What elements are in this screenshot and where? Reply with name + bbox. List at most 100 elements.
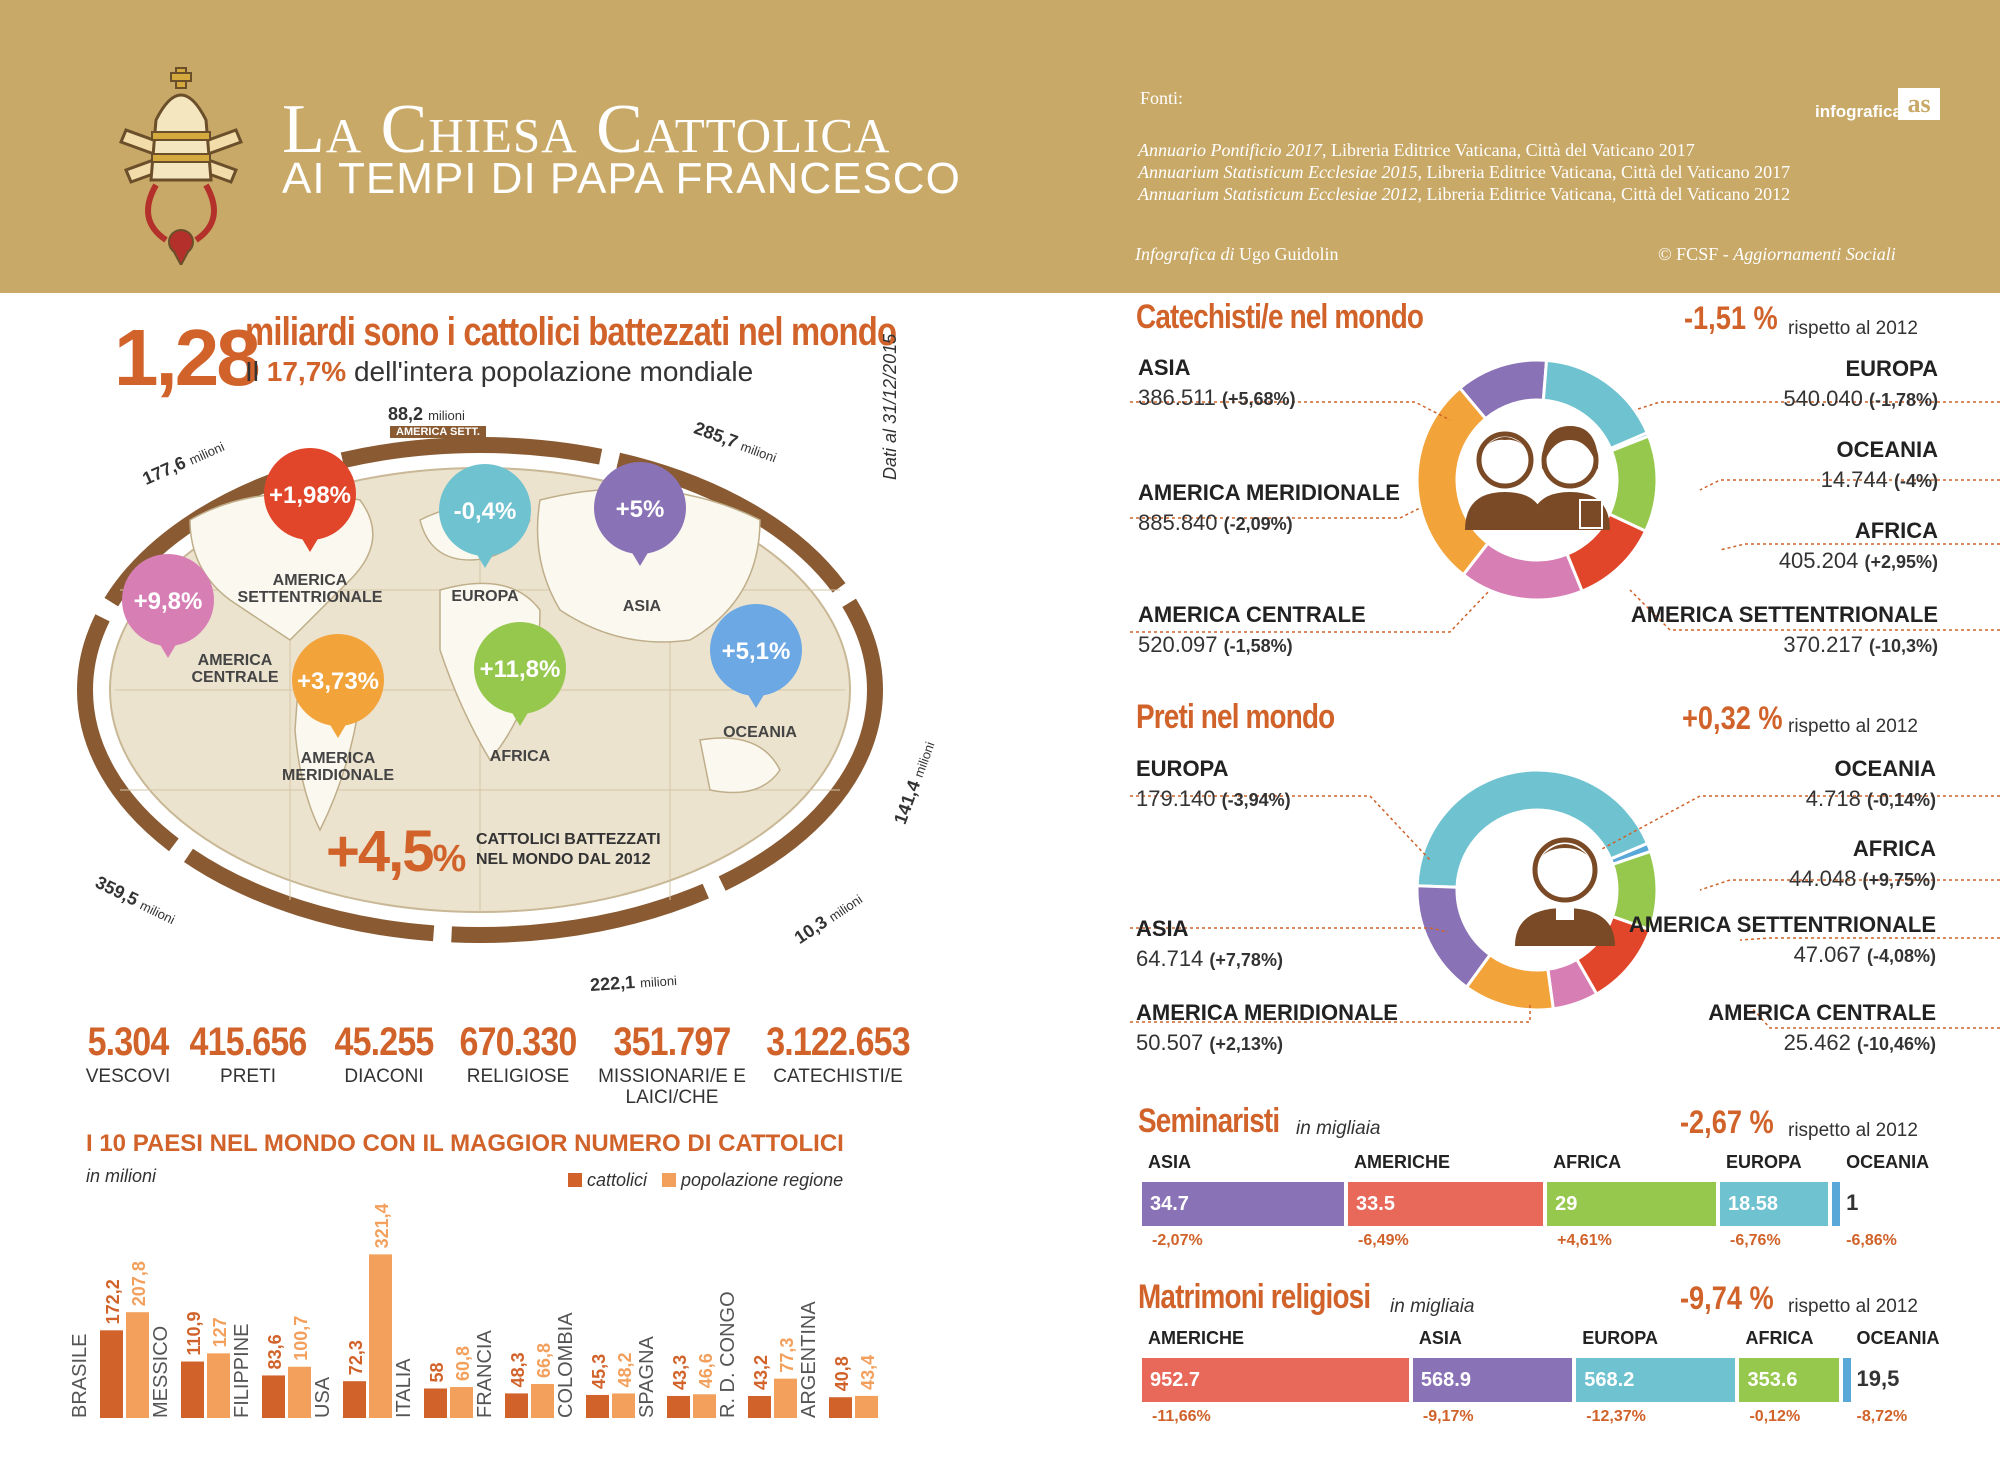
matrimoni-rispetto: rispetto al 2012: [1788, 1296, 1918, 1317]
source-line-1: Annuario Pontificio 2017, Libreria Editr…: [1138, 140, 1695, 160]
stat-value: 45.255: [334, 1020, 435, 1064]
bubble-label-america-meridionale: AMERICA MERIDIONALE: [282, 750, 394, 784]
bubble-pct: +1,98%: [269, 482, 351, 509]
seminaristi-title: Seminaristi: [1138, 1102, 1280, 1140]
segment: 568.9: [1412, 1358, 1573, 1402]
region-value: 47.067 (-4,08%): [1793, 942, 1936, 967]
bubble-pct: -0,4%: [454, 498, 517, 525]
category-label: FRANCIA: [474, 1330, 496, 1418]
bar-cattolici: [100, 1330, 123, 1418]
segment-change: -8,72%: [1856, 1408, 1908, 1425]
segment: 18.58: [1719, 1182, 1829, 1226]
stat-value: 5.304: [87, 1020, 170, 1064]
bar-popolazione: [207, 1353, 230, 1418]
bar-value-label: 43,3: [670, 1355, 690, 1390]
legend-swatch-popolazione: [662, 1173, 677, 1187]
segment-change: -6,86%: [1846, 1232, 1897, 1249]
segment-header: OCEANIA: [1856, 1328, 1940, 1348]
bubble-circle: [122, 554, 214, 646]
segment-change: -6,76%: [1729, 1232, 1781, 1249]
donut-slice: [1415, 884, 1493, 990]
brand-text: infografica: [1815, 102, 1902, 121]
copyright: © FCSF - Aggiornamenti Sociali: [1658, 244, 1896, 264]
stat-label: RELIGIOSE: [466, 1066, 570, 1087]
segment-value: 1: [1846, 1190, 1859, 1215]
region-name: ASIA: [1136, 916, 1189, 941]
category-label: FILIPPINE: [231, 1324, 253, 1418]
bar-cattolici: [424, 1388, 447, 1418]
map-bubble: +3,73%: [292, 634, 384, 738]
catechisti-title: Catechisti/e nel mondo: [1136, 298, 1424, 336]
catholics-total: 1,28: [114, 313, 261, 402]
category-label: ITALIA: [393, 1358, 415, 1418]
map-bubble: +11,8%: [474, 622, 566, 726]
segment-header: ASIA: [1148, 1152, 1192, 1172]
seminaristi-unit: in migliaia: [1296, 1118, 1381, 1139]
bar-value-label: 66,8: [534, 1343, 554, 1378]
bubble-pct: +11,8%: [480, 656, 561, 683]
preti-donut: [1130, 768, 2000, 1029]
region-name: AMERICA CENTRALE: [1708, 1000, 1936, 1025]
segment-header: OCEANIA: [1846, 1152, 1930, 1172]
region-value: 386.511 (+5,68%): [1138, 385, 1296, 410]
main-subtitle: AI TEMPI DI PAPA FRANCESCO: [282, 154, 961, 203]
stat-label: DIACONI: [344, 1066, 424, 1087]
stat-value: 670.330: [459, 1020, 578, 1064]
region-value: 405.204 (+2,95%): [1778, 548, 1938, 573]
growth-figure: +4,5%: [326, 819, 466, 884]
bar-value-label: 127: [210, 1317, 230, 1347]
bubble-circle: [710, 604, 802, 696]
catechisti-rispetto: rispetto al 2012: [1788, 318, 1918, 339]
catechisti-people-icon: [1465, 426, 1610, 530]
category-label: R. D. CONGO: [717, 1291, 739, 1418]
region-value: 50.507 (+2,13%): [1136, 1030, 1283, 1055]
segment-header: AMERICHE: [1148, 1328, 1245, 1348]
preti-title: Preti nel mondo: [1136, 698, 1335, 736]
bar-popolazione: [450, 1387, 473, 1418]
bar-cattolici: [586, 1394, 609, 1418]
region-name: AMERICA CENTRALE: [1138, 602, 1366, 627]
bar-value-label: 46,6: [696, 1353, 716, 1388]
bar-value-label: 321,4: [372, 1203, 392, 1248]
preti-leaders: [1130, 795, 2000, 1029]
header-banner: La Chiesa Cattolica AI TEMPI DI PAPA FRA…: [0, 0, 2000, 293]
ring-region-america-sett: AMERICA SETT.: [390, 426, 486, 438]
catechisti-pct: -1,51 %: [1684, 300, 1778, 336]
legend-popolazione: popolazione regione: [681, 1170, 844, 1190]
legend-cattolici: cattolici: [587, 1170, 648, 1190]
seminaristi-rispetto: rispetto al 2012: [1788, 1120, 1918, 1141]
catholics-total-caption: miliardi sono i cattolici battezzati nel…: [245, 310, 897, 354]
segment-header: ASIA: [1418, 1328, 1462, 1348]
bubble-pct: +5%: [616, 496, 665, 523]
bar-cattolici: [505, 1393, 528, 1418]
bar-value-label: 60,8: [453, 1346, 473, 1381]
bar-cattolici: [181, 1361, 204, 1418]
bar-cattolici: [262, 1375, 285, 1418]
region-name: AMERICA MERIDIONALE: [1136, 1000, 1398, 1025]
bar-value-label: 172,2: [103, 1279, 123, 1324]
top10-unit: in milioni: [86, 1166, 157, 1186]
segment: 353.6: [1739, 1358, 1839, 1402]
region-name: AMERICA MERIDIONALE: [1138, 480, 1400, 505]
bar-value-label: 83,6: [265, 1334, 285, 1369]
bubble-label-asia: ASIA: [622, 598, 662, 615]
segment-change: -2,07%: [1152, 1232, 1203, 1249]
catechisti-leaders: [1130, 401, 2000, 633]
catechisti-donut: [1130, 358, 2000, 633]
segment: 952.7: [1142, 1358, 1409, 1402]
bar-value-label: 58: [427, 1362, 447, 1382]
matrimoni-unit: in migliaia: [1390, 1296, 1475, 1317]
region-name: OCEANIA: [1834, 756, 1936, 781]
bubble-label-america-sett: AMERICA SETTENTRIONALE: [237, 572, 383, 606]
bubble-label-africa: AFRICA: [489, 748, 551, 765]
ring-label-america-sett: 88,2 milioni: [388, 404, 465, 424]
bar-popolazione: [612, 1393, 635, 1418]
bar-popolazione: [693, 1394, 716, 1418]
map-bubble: -0,4%: [439, 464, 531, 568]
bar-value-label: 40,8: [832, 1356, 852, 1391]
preti-priest-icon: [1515, 837, 1615, 946]
stat-label: MISSIONARI/E E LAICI/CHE: [598, 1066, 746, 1108]
segment-header: AMERICHE: [1354, 1152, 1451, 1172]
region-name: AMERICA SETTENTRIONALE: [1628, 912, 1936, 937]
segment-change: -6,49%: [1358, 1232, 1409, 1249]
